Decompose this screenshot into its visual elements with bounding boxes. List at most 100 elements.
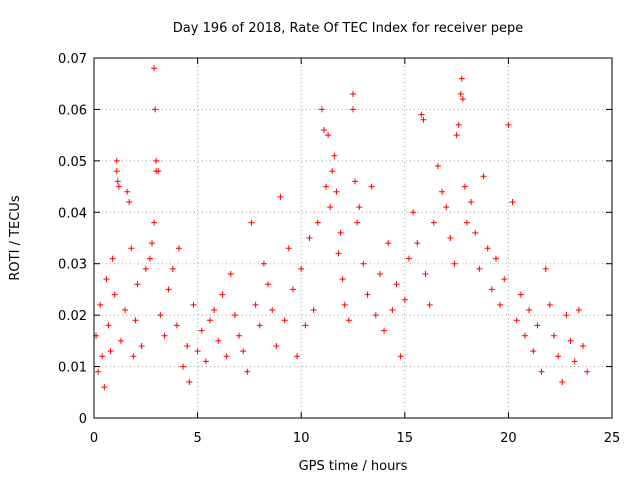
data-point — [240, 348, 247, 355]
data-point — [173, 322, 180, 329]
data-point — [103, 276, 110, 283]
y-tick-label: 0.01 — [58, 361, 87, 376]
data-point — [194, 348, 201, 355]
data-point — [457, 91, 464, 97]
data-point — [99, 353, 106, 360]
data-point — [184, 343, 191, 349]
data-point — [320, 127, 327, 133]
data-point — [434, 163, 441, 169]
x-tick-label: 10 — [293, 431, 310, 446]
data-point — [211, 307, 218, 313]
data-point — [223, 353, 230, 360]
data-point — [526, 307, 533, 313]
data-point — [169, 265, 176, 272]
data-point — [563, 312, 570, 319]
data-point — [294, 353, 301, 360]
data-point — [146, 255, 153, 262]
data-point — [555, 353, 562, 360]
data-point — [231, 312, 238, 319]
data-point — [418, 111, 425, 118]
data-point — [422, 271, 429, 277]
data-point — [101, 384, 108, 391]
data-point — [546, 301, 553, 308]
data-point — [215, 337, 222, 344]
data-point — [571, 358, 578, 365]
data-point — [186, 379, 193, 385]
x-tick-label: 0 — [90, 431, 98, 446]
data-point — [269, 307, 276, 313]
data-point — [142, 265, 149, 272]
data-point — [318, 106, 325, 113]
data-point — [480, 173, 487, 180]
data-point — [368, 183, 375, 190]
data-point — [302, 322, 309, 329]
data-point — [497, 301, 504, 308]
y-tick-label: 0.07 — [58, 52, 87, 67]
data-point — [152, 106, 159, 113]
data-point — [360, 260, 367, 267]
data-point — [256, 322, 263, 329]
data-point — [190, 301, 197, 308]
x-tick-label: 15 — [397, 431, 414, 446]
data-point — [517, 291, 524, 298]
data-point — [180, 363, 187, 370]
x-tick-label: 20 — [500, 431, 517, 446]
data-point — [155, 168, 162, 175]
data-point — [128, 245, 135, 252]
data-point — [476, 265, 483, 272]
data-point — [567, 337, 574, 344]
data-point — [248, 219, 255, 226]
data-point — [109, 255, 116, 262]
data-point — [236, 332, 243, 339]
x-axis-label: GPS time / hours — [299, 459, 408, 474]
data-point — [410, 209, 417, 216]
data-point — [339, 276, 346, 283]
data-point — [472, 229, 479, 236]
data-point — [314, 219, 321, 226]
data-point — [453, 132, 460, 139]
y-tick-label: 0 — [79, 412, 87, 427]
data-point — [397, 353, 404, 360]
data-point — [579, 343, 586, 349]
data-point — [341, 301, 348, 308]
data-point — [289, 286, 296, 293]
data-point — [105, 322, 112, 329]
data-point — [260, 260, 267, 267]
data-point — [538, 368, 545, 375]
y-tick-label: 0.02 — [58, 309, 87, 324]
data-point — [161, 332, 168, 339]
data-point — [113, 168, 120, 175]
data-point — [122, 307, 129, 313]
data-point — [117, 337, 124, 344]
data-point — [584, 368, 591, 375]
data-point — [354, 219, 361, 226]
chart-title: Day 196 of 2018, Rate Of TEC Index for r… — [173, 21, 523, 36]
y-tick-label: 0.03 — [58, 258, 87, 273]
data-point — [376, 271, 383, 277]
y-tick-label: 0.04 — [58, 206, 87, 221]
data-point — [505, 121, 512, 128]
y-tick-label: 0.05 — [58, 155, 87, 170]
data-point — [430, 219, 437, 226]
data-point — [484, 245, 491, 252]
data-point — [414, 240, 421, 247]
data-point — [401, 296, 408, 303]
data-point — [451, 260, 458, 267]
data-point — [492, 255, 499, 262]
data-point — [126, 199, 133, 205]
data-point — [381, 327, 388, 334]
data-point — [151, 219, 158, 226]
data-point — [534, 322, 541, 329]
data-point — [277, 193, 284, 200]
data-point — [149, 240, 156, 247]
data-point — [335, 250, 342, 257]
data-point — [559, 379, 566, 385]
data-point — [298, 265, 305, 272]
data-point — [175, 245, 182, 252]
data-point — [130, 353, 137, 360]
data-point — [219, 291, 226, 298]
data-point — [459, 96, 466, 103]
data-point — [323, 183, 330, 190]
data-point — [513, 317, 520, 324]
data-point — [350, 91, 356, 97]
